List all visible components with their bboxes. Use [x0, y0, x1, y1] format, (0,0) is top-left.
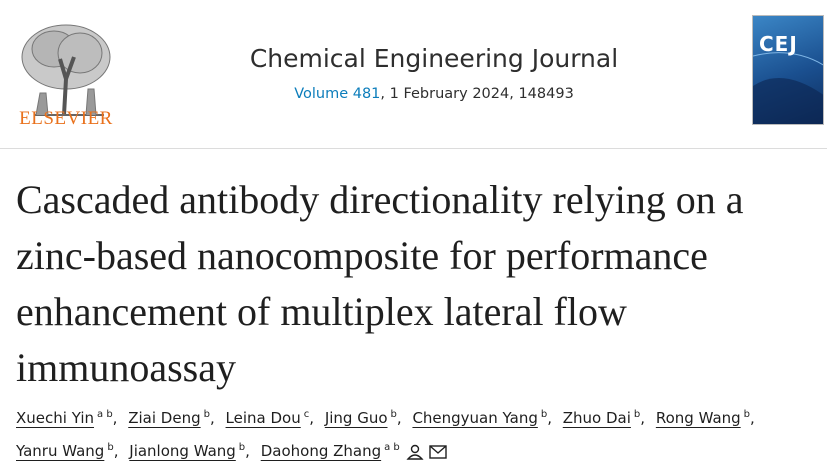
divider: [0, 148, 827, 149]
author: Xuechi Yin a b: [16, 409, 123, 427]
author-name[interactable]: Chengyuan Yang: [412, 409, 538, 427]
issue-info: , 1 February 2024, 148493: [380, 86, 574, 102]
author-affiliation[interactable]: b: [633, 409, 641, 420]
author-name[interactable]: Daohong Zhang: [260, 442, 382, 460]
author: Chengyuan Yang b: [412, 409, 558, 427]
author: Rong Wang b: [656, 409, 761, 427]
author-name[interactable]: Zhuo Dai: [562, 409, 631, 427]
article-title: Cascaded antibody directionality relying…: [16, 177, 744, 390]
author-affiliation[interactable]: b: [238, 442, 246, 453]
publisher-name: ELSEVIER: [19, 108, 113, 129]
author-affiliation[interactable]: b: [107, 442, 114, 453]
journal-name[interactable]: Chemical Engineering Journal: [249, 44, 619, 73]
author-affiliation[interactable]: b: [390, 409, 397, 420]
journal-issue: Volume 481, 1 February 2024, 148493: [170, 86, 698, 102]
journal-cover[interactable]: CEJ: [752, 15, 824, 125]
author-affiliation[interactable]: b: [203, 409, 210, 420]
author-name[interactable]: Leina Dou: [225, 409, 301, 427]
author-affiliation[interactable]: b: [540, 409, 548, 420]
author-name[interactable]: Jing Guo: [324, 409, 388, 427]
author: Daohong Zhang a b: [261, 442, 448, 460]
publisher-logo[interactable]: [14, 10, 118, 128]
author-name[interactable]: Yanru Wang: [16, 442, 105, 460]
contact-icons[interactable]: [406, 443, 448, 461]
cover-art: [753, 52, 823, 124]
author: Ziai Deng b: [128, 409, 221, 427]
cover-label: CEJ: [759, 32, 798, 56]
author: Leina Dou c: [226, 409, 320, 427]
author-name[interactable]: Rong Wang: [655, 409, 741, 427]
author: Yanru Wang b: [16, 442, 124, 460]
author-affiliation[interactable]: c: [303, 409, 310, 420]
author-affiliation[interactable]: b: [743, 409, 751, 420]
author-name[interactable]: Jianlong Wang: [129, 442, 236, 460]
author: Zhuo Dai b: [563, 409, 651, 427]
author-affiliation[interactable]: a b: [97, 409, 113, 420]
author-affiliation[interactable]: a b: [384, 442, 400, 453]
author: Jianlong Wang b: [129, 442, 256, 460]
author-name[interactable]: Ziai Deng: [128, 409, 201, 427]
author: Jing Guo b: [325, 409, 408, 427]
volume-link[interactable]: Volume 481: [294, 86, 381, 102]
author-name[interactable]: Xuechi Yin: [16, 409, 95, 427]
